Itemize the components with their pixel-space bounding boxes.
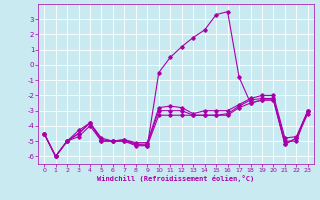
X-axis label: Windchill (Refroidissement éolien,°C): Windchill (Refroidissement éolien,°C) — [97, 175, 255, 182]
